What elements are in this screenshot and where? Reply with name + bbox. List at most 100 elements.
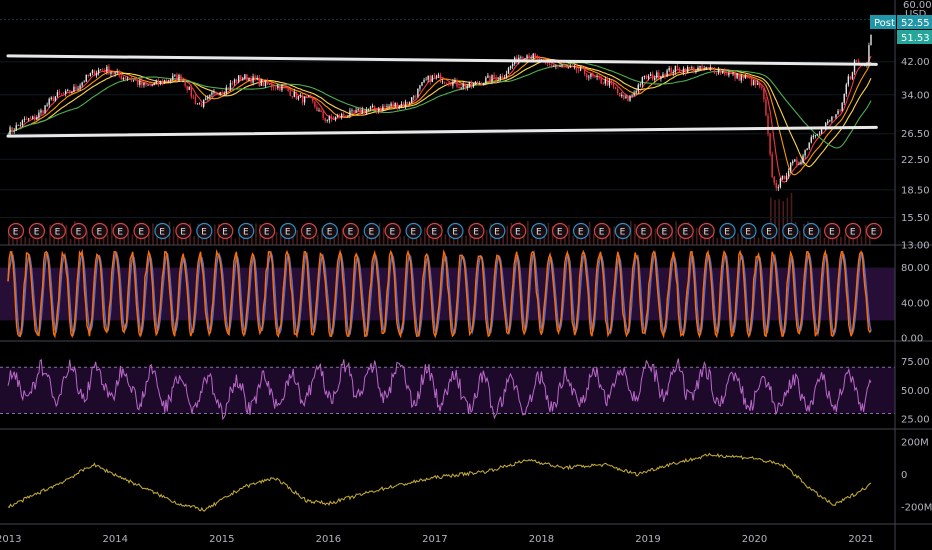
- candle-body: [744, 75, 747, 79]
- candle-body: [209, 94, 211, 97]
- earnings-marker[interactable]: E: [342, 222, 359, 240]
- earnings-marker[interactable]: E: [363, 222, 380, 240]
- volume-bar: [316, 234, 319, 245]
- earnings-marker[interactable]: E: [531, 222, 548, 240]
- candle-body: [235, 79, 238, 82]
- candle-body: [662, 74, 664, 78]
- earnings-marker[interactable]: E: [196, 222, 213, 240]
- candle-body: [44, 105, 46, 113]
- candle-body: [701, 65, 703, 69]
- candle-body: [242, 78, 244, 80]
- earnings-marker[interactable]: E: [259, 222, 276, 240]
- volume-bar: [78, 235, 80, 245]
- earnings-marker[interactable]: E: [593, 222, 611, 240]
- earnings-marker[interactable]: E: [719, 222, 736, 240]
- candle-body: [715, 72, 718, 74]
- earnings-marker[interactable]: E: [238, 222, 255, 240]
- earnings-marker[interactable]: E: [154, 222, 171, 240]
- candle-body: [670, 68, 672, 74]
- candle-body: [730, 73, 732, 74]
- earnings-marker[interactable]: E: [321, 222, 339, 240]
- earnings-marker[interactable]: E: [447, 222, 464, 240]
- volume-bar: [465, 235, 467, 245]
- earnings-marker[interactable]: E: [635, 222, 652, 240]
- time-scale[interactable]: 2013 2014 2015 2016 2017 2018 2019 2020 2021: [0, 534, 874, 545]
- candle-body: [627, 96, 629, 101]
- candle-body: [116, 71, 118, 73]
- y-tick-label: 15.50: [901, 213, 930, 224]
- stochastic-panel[interactable]: [0, 249, 895, 339]
- earnings-marker[interactable]: E: [677, 222, 694, 240]
- earnings-marker[interactable]: E: [656, 222, 673, 240]
- earnings-marker-label: E: [494, 228, 500, 238]
- candle-body: [559, 66, 561, 67]
- earnings-marker[interactable]: E: [551, 222, 569, 240]
- earnings-marker-label: E: [662, 228, 668, 238]
- obv-panel[interactable]: [7, 452, 872, 512]
- earnings-marker[interactable]: E: [7, 222, 25, 240]
- earnings-marker[interactable]: E: [468, 222, 485, 240]
- earnings-marker[interactable]: E: [572, 222, 590, 240]
- candle-body: [658, 72, 660, 79]
- volume-bar: [527, 221, 529, 245]
- candle-body: [726, 74, 728, 76]
- earnings-marker[interactable]: E: [844, 222, 862, 240]
- earnings-marker[interactable]: E: [175, 222, 192, 240]
- trendline[interactable]: [6, 54, 878, 66]
- earnings-marker-label: E: [515, 228, 521, 238]
- earnings-marker[interactable]: E: [824, 222, 841, 240]
- candle-body: [87, 74, 90, 76]
- candle-body: [229, 83, 232, 89]
- earnings-marker[interactable]: E: [300, 222, 318, 240]
- y-tick-label: 50.00: [901, 386, 930, 397]
- earnings-marker[interactable]: E: [489, 222, 506, 240]
- earnings-marker[interactable]: E: [384, 222, 401, 240]
- volume-bar: [358, 236, 360, 245]
- earnings-marker[interactable]: E: [782, 222, 799, 240]
- volume-bar: [395, 231, 397, 245]
- candle-body: [332, 118, 335, 120]
- earnings-marker[interactable]: E: [91, 222, 108, 240]
- earnings-marker[interactable]: E: [217, 222, 234, 240]
- candle-body: [71, 92, 73, 94]
- earnings-marker[interactable]: E: [510, 222, 527, 240]
- volume-bar: [127, 233, 130, 245]
- candle-body: [240, 75, 242, 80]
- earnings-marker[interactable]: E: [70, 222, 87, 240]
- volume-bar: [436, 237, 439, 245]
- candle-body: [835, 114, 837, 118]
- earnings-marker-label: E: [871, 228, 877, 238]
- trendline[interactable]: [6, 125, 878, 138]
- candle-body: [668, 68, 670, 71]
- candle-body: [645, 75, 648, 79]
- earnings-marker[interactable]: E: [740, 222, 757, 240]
- candle-body: [429, 75, 431, 83]
- earnings-marker[interactable]: E: [761, 222, 778, 240]
- candle-body: [619, 93, 621, 97]
- earnings-marker[interactable]: E: [49, 222, 66, 240]
- earnings-marker[interactable]: E: [405, 222, 422, 240]
- earnings-marker[interactable]: E: [614, 222, 631, 240]
- earnings-marker[interactable]: E: [133, 222, 150, 240]
- candle-body: [67, 90, 69, 91]
- candle-body: [705, 67, 707, 69]
- candle-body: [594, 76, 596, 78]
- rsi-panel[interactable]: [0, 358, 895, 421]
- earnings-marker[interactable]: E: [426, 222, 443, 240]
- candle-body: [849, 76, 852, 80]
- earnings-marker-label: E: [306, 228, 312, 238]
- price-scale[interactable]: 42.00 34.00 26.50 22.50 18.50 15.50 13.00 80.00…: [901, 57, 932, 513]
- candle-body: [369, 107, 372, 109]
- earnings-marker[interactable]: E: [803, 222, 820, 240]
- earnings-marker[interactable]: E: [112, 222, 129, 240]
- trendlines[interactable]: [6, 54, 878, 138]
- earnings-marker[interactable]: E: [28, 222, 46, 240]
- earnings-marker[interactable]: E: [698, 222, 715, 240]
- candle-body: [122, 77, 125, 80]
- earnings-marker-label: E: [13, 228, 19, 238]
- earnings-marker[interactable]: E: [865, 222, 883, 240]
- earnings-marker[interactable]: E: [279, 222, 297, 240]
